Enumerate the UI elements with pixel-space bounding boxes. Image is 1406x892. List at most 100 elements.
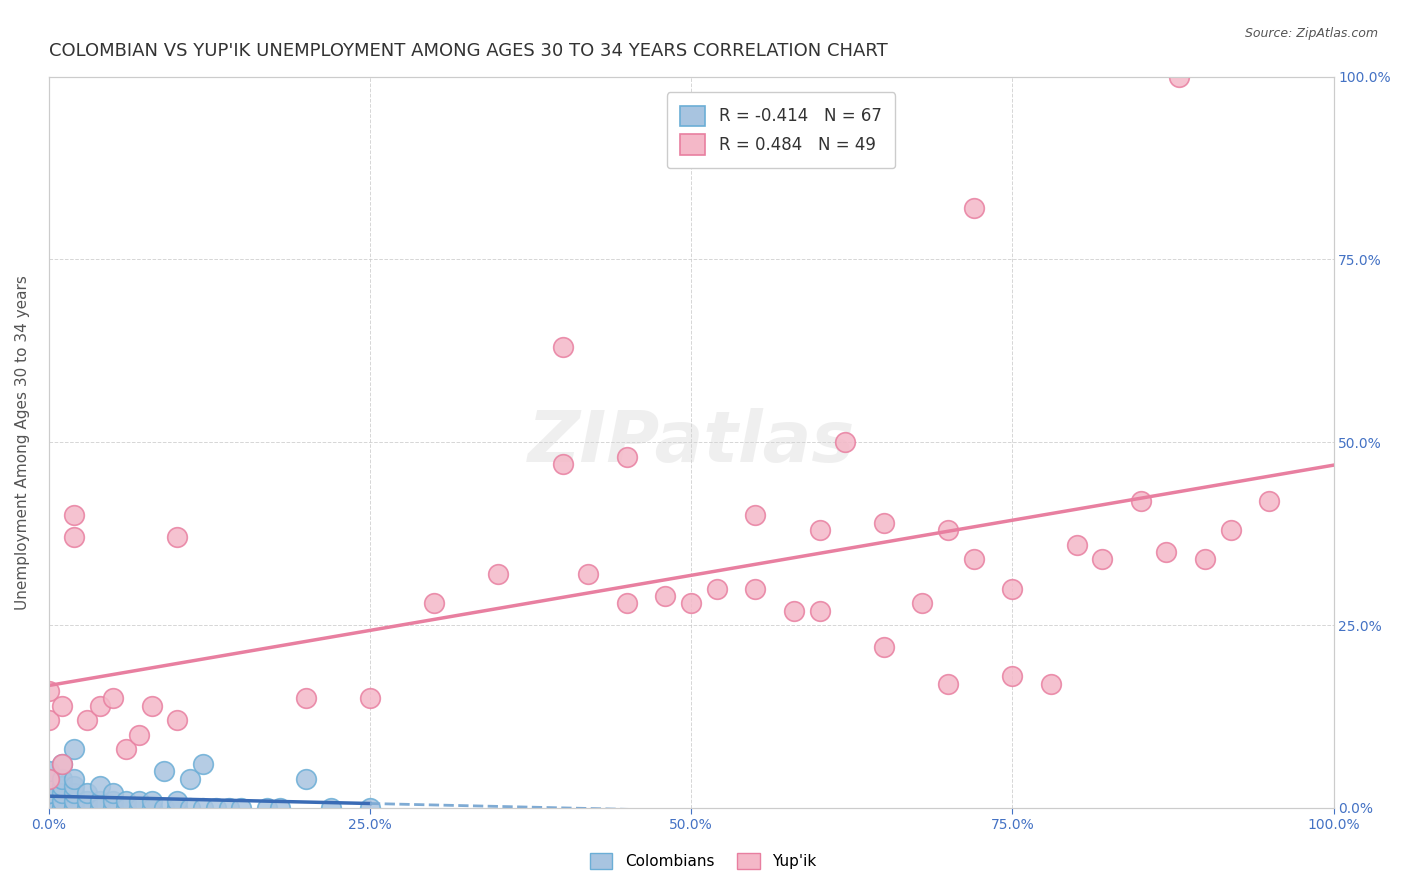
Point — [38, 772, 60, 786]
Text: Source: ZipAtlas.com: Source: ZipAtlas.com — [1244, 27, 1378, 40]
Point — [38, 801, 60, 815]
Point — [128, 728, 150, 742]
Point — [89, 698, 111, 713]
Point — [38, 801, 60, 815]
Point — [191, 757, 214, 772]
Legend: Colombians, Yup'ik: Colombians, Yup'ik — [583, 847, 823, 875]
Point — [1156, 545, 1178, 559]
Point — [38, 786, 60, 800]
Point — [51, 779, 73, 793]
Point — [38, 801, 60, 815]
Point — [166, 713, 188, 727]
Point — [89, 779, 111, 793]
Point — [256, 801, 278, 815]
Point — [76, 713, 98, 727]
Point — [89, 794, 111, 808]
Point — [179, 772, 201, 786]
Point — [616, 450, 638, 464]
Point — [179, 801, 201, 815]
Point — [204, 801, 226, 815]
Legend: R = -0.414   N = 67, R = 0.484   N = 49: R = -0.414 N = 67, R = 0.484 N = 49 — [666, 92, 896, 168]
Point — [911, 596, 934, 610]
Point — [114, 794, 136, 808]
Point — [681, 596, 703, 610]
Point — [38, 801, 60, 815]
Point — [191, 801, 214, 815]
Point — [114, 801, 136, 815]
Point — [1258, 493, 1281, 508]
Point — [63, 786, 86, 800]
Point — [51, 757, 73, 772]
Point — [38, 801, 60, 815]
Point — [654, 589, 676, 603]
Point — [38, 794, 60, 808]
Point — [551, 340, 574, 354]
Point — [166, 530, 188, 544]
Point — [141, 698, 163, 713]
Point — [101, 794, 124, 808]
Point — [1219, 523, 1241, 537]
Point — [63, 742, 86, 756]
Point — [38, 801, 60, 815]
Point — [1129, 493, 1152, 508]
Point — [63, 508, 86, 523]
Point — [1001, 669, 1024, 683]
Point — [873, 640, 896, 654]
Point — [166, 801, 188, 815]
Point — [936, 523, 959, 537]
Point — [486, 566, 509, 581]
Point — [616, 596, 638, 610]
Point — [89, 801, 111, 815]
Point — [101, 801, 124, 815]
Point — [1039, 676, 1062, 690]
Point — [141, 794, 163, 808]
Point — [166, 794, 188, 808]
Point — [63, 801, 86, 815]
Point — [128, 801, 150, 815]
Point — [38, 794, 60, 808]
Point — [294, 691, 316, 706]
Point — [359, 691, 381, 706]
Point — [231, 801, 253, 815]
Point — [744, 508, 766, 523]
Point — [321, 801, 343, 815]
Point — [128, 794, 150, 808]
Point — [38, 786, 60, 800]
Point — [101, 786, 124, 800]
Point — [38, 713, 60, 727]
Point — [38, 794, 60, 808]
Point — [576, 566, 599, 581]
Point — [359, 801, 381, 815]
Point — [38, 684, 60, 698]
Point — [1001, 582, 1024, 596]
Point — [114, 742, 136, 756]
Point — [744, 582, 766, 596]
Point — [423, 596, 446, 610]
Point — [834, 435, 856, 450]
Point — [141, 801, 163, 815]
Point — [51, 794, 73, 808]
Point — [63, 772, 86, 786]
Point — [153, 801, 176, 815]
Point — [51, 772, 73, 786]
Point — [808, 603, 831, 617]
Point — [294, 772, 316, 786]
Point — [63, 801, 86, 815]
Point — [51, 698, 73, 713]
Point — [38, 764, 60, 779]
Point — [218, 801, 240, 815]
Point — [101, 691, 124, 706]
Point — [706, 582, 728, 596]
Point — [38, 801, 60, 815]
Point — [1168, 70, 1191, 84]
Point — [38, 786, 60, 800]
Point — [38, 794, 60, 808]
Point — [153, 764, 176, 779]
Text: ZIPatlas: ZIPatlas — [527, 408, 855, 477]
Point — [63, 794, 86, 808]
Point — [269, 801, 291, 815]
Point — [873, 516, 896, 530]
Point — [38, 772, 60, 786]
Point — [38, 779, 60, 793]
Point — [51, 786, 73, 800]
